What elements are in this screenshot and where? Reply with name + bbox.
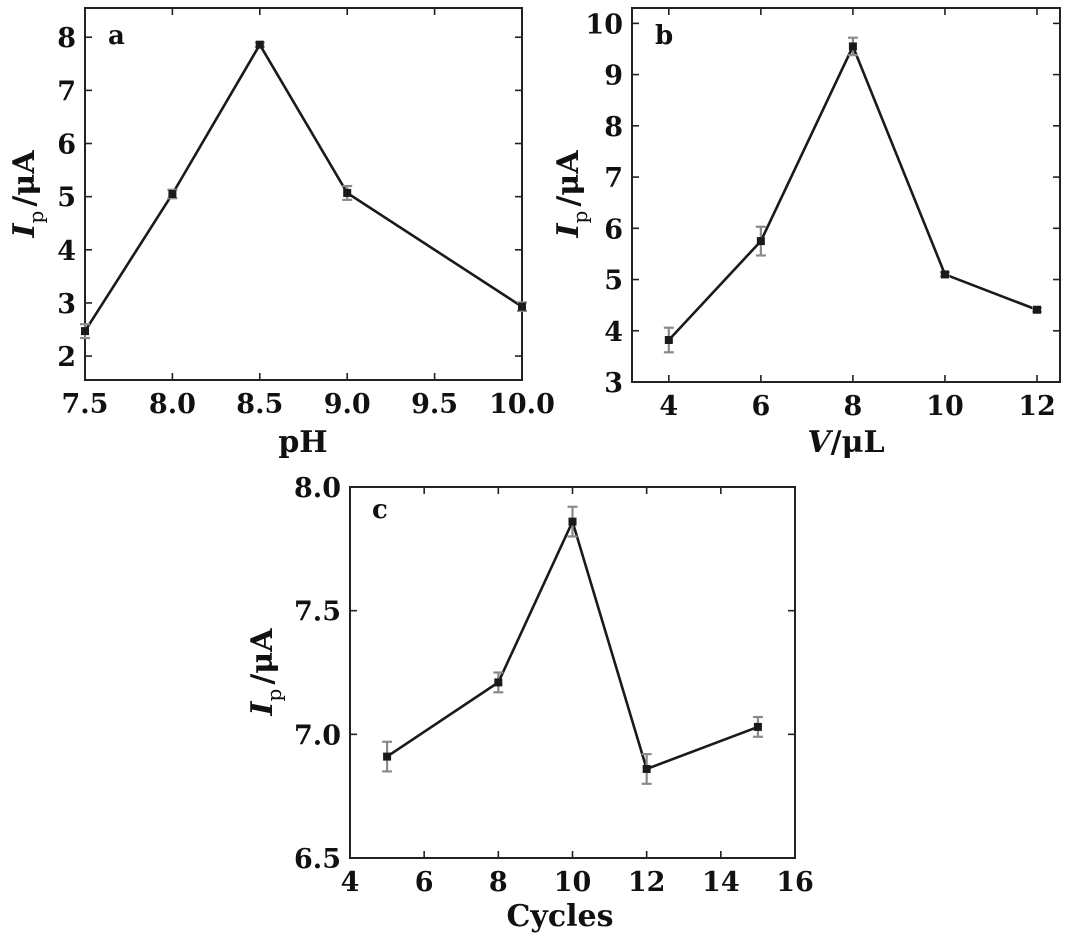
x-tick-label: 6 bbox=[751, 391, 770, 422]
y-tick-label: 7 bbox=[604, 163, 623, 194]
x-tick-label: 10.0 bbox=[489, 389, 555, 420]
y-tick-label: 4 bbox=[604, 317, 623, 348]
x-tick-label: 12 bbox=[628, 867, 666, 898]
x-tick-label: 10 bbox=[926, 391, 964, 422]
y-tick-label: 5 bbox=[57, 183, 76, 214]
data-point bbox=[642, 764, 651, 773]
x-tick-label: 14 bbox=[702, 867, 740, 898]
x-axis-title: Cycles bbox=[507, 899, 614, 934]
x-tick-label: 9.0 bbox=[324, 389, 371, 420]
x-tick-label: 8.5 bbox=[236, 389, 283, 420]
data-point bbox=[756, 237, 765, 246]
chart-panel-b: 4 6 8 10 12 3 4 5 6 7 8 9 10 b V/μL Ip/μA bbox=[551, 7, 1061, 460]
panel-label: b bbox=[655, 21, 673, 51]
y-tick-label: 7.0 bbox=[294, 720, 341, 751]
series-line bbox=[83, 42, 523, 332]
y-tick-label: 10 bbox=[585, 9, 623, 40]
x-tick-label: 4 bbox=[659, 391, 678, 422]
data-point bbox=[848, 42, 857, 51]
y-tick-label: 7 bbox=[57, 76, 76, 107]
data-point bbox=[383, 752, 392, 761]
data-point bbox=[343, 188, 352, 197]
data-point bbox=[81, 327, 89, 336]
y-tick-label: 2 bbox=[57, 342, 76, 373]
plot-frame bbox=[84, 7, 523, 381]
y-tick-label: 8 bbox=[57, 23, 76, 54]
y-tick-label: 9 bbox=[604, 61, 623, 92]
data-point bbox=[1032, 305, 1041, 314]
x-tick-label: 7.5 bbox=[62, 389, 109, 420]
chart-panel-c: 4 6 8 10 12 14 16 6.5 7.0 7.5 8.0 c Cycles Ip/μA bbox=[245, 473, 814, 934]
x-tick-label: 16 bbox=[776, 867, 814, 898]
y-axis-title: Ip/μA bbox=[7, 150, 48, 239]
plot-frame bbox=[349, 486, 796, 859]
y-tick-label: 4 bbox=[57, 236, 76, 267]
data-point bbox=[518, 302, 526, 311]
panel-label: a bbox=[108, 21, 125, 51]
x-tick-label: 8.0 bbox=[149, 389, 196, 420]
y-axis-title: Ip/μA bbox=[551, 150, 592, 239]
y-tick-label: 8.0 bbox=[294, 473, 341, 504]
x-tick-label: 9.5 bbox=[411, 389, 458, 420]
x-tick-label: 10 bbox=[554, 867, 592, 898]
x-axis-title: V/μL bbox=[807, 425, 884, 460]
data-point bbox=[568, 517, 577, 526]
y-tick-label: 6 bbox=[57, 130, 76, 161]
y-tick-label: 7.5 bbox=[294, 597, 341, 628]
data-point bbox=[494, 678, 503, 687]
chart-panel-a: 7.5 8.0 8.5 9.0 9.5 10.0 2 3 4 5 6 7 8 a pH Ip/μA bbox=[7, 7, 555, 460]
y-tick-label: 3 bbox=[604, 368, 623, 399]
series-line bbox=[667, 43, 1038, 341]
data-point bbox=[168, 190, 177, 198]
data-point bbox=[940, 270, 949, 279]
x-tick-label: 6 bbox=[415, 867, 434, 898]
x-tick-label: 12 bbox=[1018, 391, 1056, 422]
x-tick-label: 8 bbox=[844, 391, 863, 422]
x-tick-label: 8 bbox=[489, 867, 508, 898]
x-tick-label: 4 bbox=[341, 867, 360, 898]
y-tick-label: 3 bbox=[57, 289, 76, 320]
y-tick-label: 5 bbox=[604, 266, 623, 297]
y-tick-label: 8 bbox=[604, 112, 623, 143]
series-line bbox=[386, 517, 759, 771]
x-axis-title: pH bbox=[278, 425, 327, 460]
data-point bbox=[753, 722, 762, 731]
data-point bbox=[664, 335, 673, 344]
y-axis-title: Ip/μA bbox=[245, 628, 286, 717]
panel-label: c bbox=[372, 495, 388, 525]
plot-frame bbox=[631, 7, 1061, 383]
data-point bbox=[255, 40, 264, 49]
y-tick-label: 6 bbox=[604, 214, 623, 245]
y-tick-label: 6.5 bbox=[294, 844, 341, 875]
